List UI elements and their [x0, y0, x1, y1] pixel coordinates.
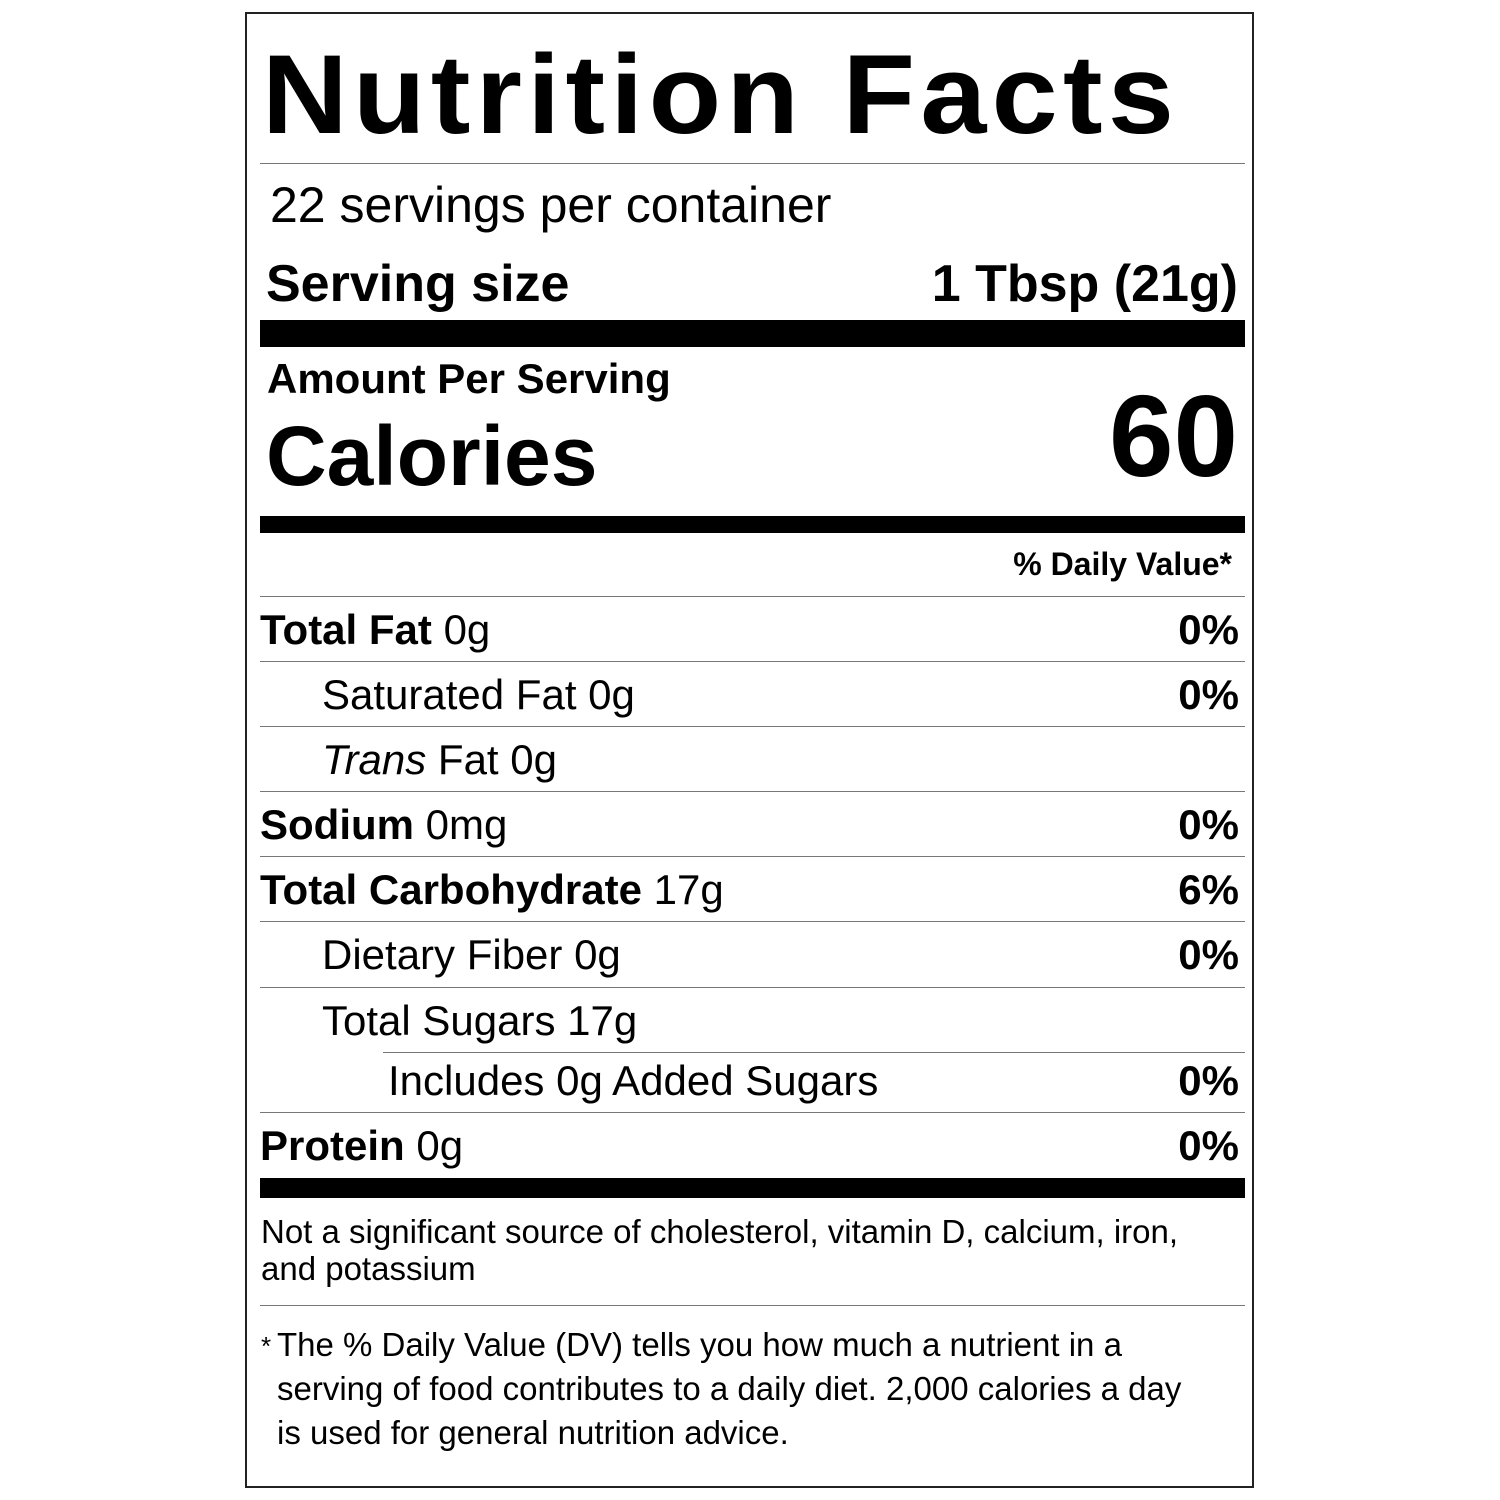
nutrient-dv: 0% [1178, 1057, 1239, 1104]
divider [260, 1112, 1245, 1113]
nutrient-row: Total Carbohydrate 17g 6% [260, 857, 1245, 922]
label-border [245, 12, 1254, 1488]
divider [260, 1305, 1245, 1306]
nutrient-dv: 6% [1178, 866, 1239, 913]
footnote: The % Daily Value (DV) tells you how muc… [277, 1326, 1182, 1451]
nutrient-row: Saturated Fat 0g 0% [260, 662, 1245, 727]
nutrient-name: Includes 0g Added Sugars [388, 1057, 879, 1104]
nutrient-dv: 0% [1178, 801, 1239, 848]
servings: 22 servings per container [270, 177, 832, 233]
daily-value-header: % Daily Value* [1013, 546, 1232, 582]
calories-value: 60 [1108, 371, 1238, 501]
footnote-marker: * [261, 1331, 272, 1361]
thick-bar [260, 320, 1245, 347]
nutrient-amount: 17g [567, 997, 638, 1044]
amount-per-serving: Amount Per Serving [267, 355, 671, 402]
nutrient-row: Includes 0g Added Sugars 0% [260, 1050, 1245, 1112]
divider [260, 661, 1245, 662]
nutrient-name: Dietary Fiber [322, 931, 563, 978]
thick-bar [260, 1178, 1245, 1198]
nutrient-dv: 0% [1178, 931, 1239, 978]
divider [260, 163, 1245, 164]
serving-size-label: Serving size [266, 255, 570, 313]
nutrient-amount: 0g [588, 671, 635, 718]
nutrient-name: Sodium [260, 801, 414, 848]
title: Nutrition Facts [262, 32, 1180, 157]
nutrient-amount: 0mg [425, 801, 508, 848]
calories-label: Calories [266, 409, 598, 503]
serving-size-value: 1 Tbsp (21g) [931, 255, 1238, 313]
nutrient-dv: 0% [1178, 606, 1239, 653]
divider [260, 921, 1245, 922]
nutrient-name: Total Carbohydrate [260, 866, 642, 913]
nutrient-name: Total Fat [260, 606, 432, 653]
nutrient-name: Fat [437, 736, 499, 783]
nutrient-amount: 0g [510, 736, 557, 783]
thick-bar [260, 516, 1245, 533]
nutrient-name-italic: Trans [322, 736, 427, 783]
nutrient-dv: 0% [1178, 1122, 1239, 1169]
nutrient-name: Total Sugars [322, 997, 556, 1044]
nutrient-name: Protein [260, 1122, 405, 1169]
divider [260, 987, 1245, 988]
note: Not a significant source of cholesterol,… [261, 1213, 1179, 1287]
divider [383, 1052, 1245, 1053]
nutrient-row: Protein 0g 0% [260, 1113, 1245, 1178]
nutrient-row: Total Fat 0g 0% [260, 597, 1245, 662]
divider [260, 856, 1245, 857]
divider [260, 726, 1245, 727]
nutrient-amount: 0g [574, 931, 621, 978]
nutrient-row: Dietary Fiber 0g 0% [260, 922, 1245, 987]
nutrient-row: Trans Fat 0g [260, 727, 1245, 792]
nutrient-name: Saturated Fat [322, 671, 577, 718]
nutrient-dv: 0% [1178, 671, 1239, 718]
nutrient-row: Sodium 0mg 0% [260, 792, 1245, 857]
divider [260, 596, 1245, 597]
nutrient-amount: 17g [653, 866, 724, 913]
divider [260, 791, 1245, 792]
nutrient-row: Total Sugars 17g [260, 988, 1245, 1053]
nutrient-amount: 0g [443, 606, 491, 653]
nutrient-amount: 0g [416, 1122, 464, 1169]
